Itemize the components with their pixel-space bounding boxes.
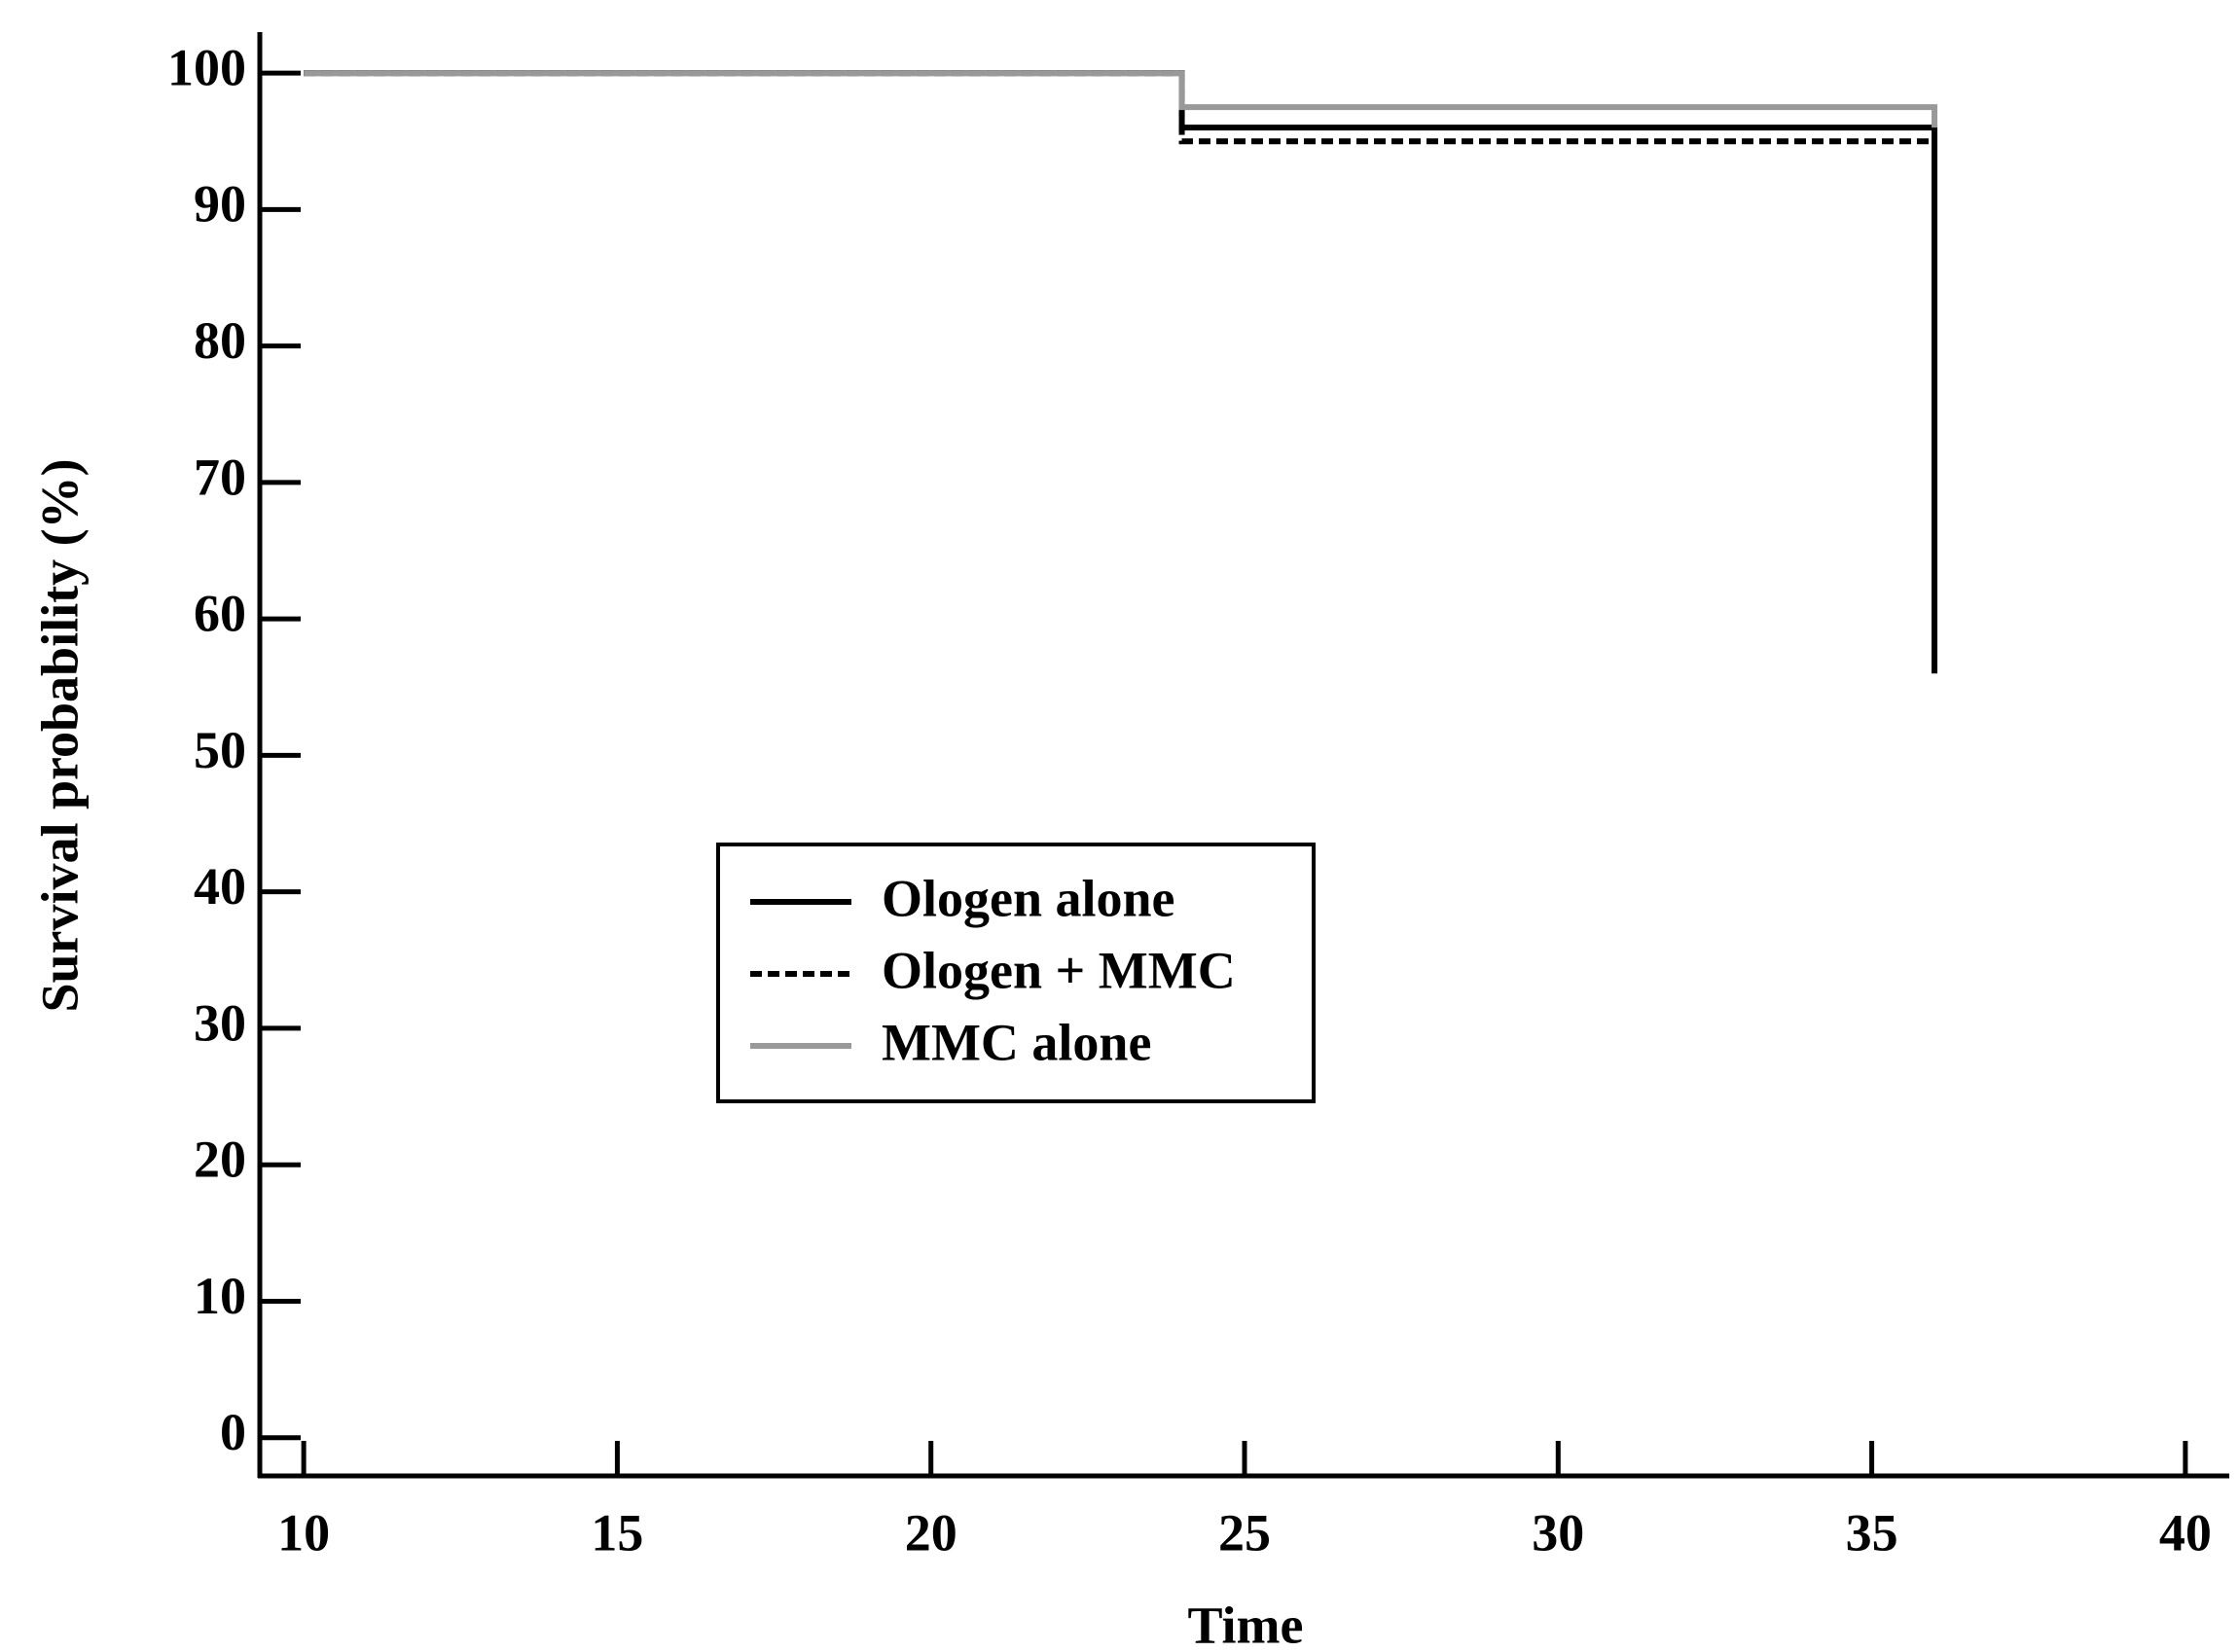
y-tick-label: 30 [194, 993, 246, 1052]
legend-label: Ologen alone [882, 869, 1175, 927]
x-tick-label: 30 [1532, 1503, 1584, 1562]
y-tick-label: 60 [194, 585, 246, 643]
legend-label: Ologen + MMC [882, 941, 1236, 999]
y-tick-label: 100 [167, 38, 246, 96]
y-tick-label: 70 [194, 448, 246, 506]
legend: Ologen alone Ologen + MMC MMC alone [716, 843, 1316, 1103]
x-tick-label: 25 [1218, 1503, 1271, 1562]
survival-line [304, 70, 1938, 674]
survival-line [304, 70, 1938, 128]
x-tick-label: 40 [2159, 1503, 2212, 1562]
x-tick-label: 10 [277, 1503, 330, 1562]
y-tick-label: 10 [194, 1267, 246, 1325]
x-axis-title: Time [1188, 1596, 1304, 1652]
y-tick-label: 90 [194, 175, 246, 233]
y-axis-title: Survival probability (%) [30, 458, 89, 1012]
x-tick-label: 20 [905, 1503, 957, 1562]
legend-label: MMC alone [882, 1013, 1151, 1071]
y-tick-label: 20 [194, 1131, 246, 1189]
y-tick-label: 0 [220, 1403, 246, 1461]
y-tick-label: 80 [194, 311, 246, 370]
y-tick-label: 40 [194, 857, 246, 916]
x-tick-label: 35 [1846, 1503, 1898, 1562]
y-tick-label: 50 [194, 721, 246, 779]
legend-box [716, 843, 1316, 1103]
x-tick-label: 15 [591, 1503, 643, 1562]
